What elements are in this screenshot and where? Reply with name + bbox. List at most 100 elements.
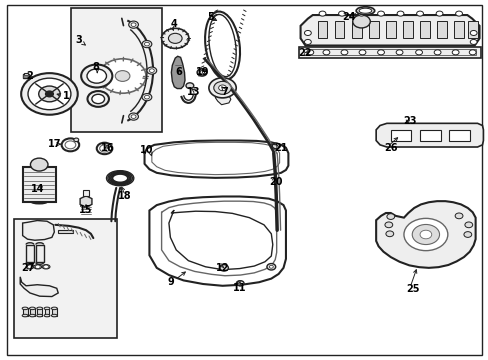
Text: 22: 22 bbox=[298, 48, 311, 58]
Circle shape bbox=[386, 214, 394, 220]
Bar bbox=[419, 22, 429, 38]
Circle shape bbox=[128, 21, 138, 28]
Text: 4: 4 bbox=[170, 19, 177, 29]
Circle shape bbox=[43, 265, 48, 269]
Polygon shape bbox=[171, 56, 184, 89]
Circle shape bbox=[131, 23, 136, 26]
Circle shape bbox=[128, 113, 138, 120]
Bar bbox=[436, 22, 446, 38]
Ellipse shape bbox=[51, 307, 57, 310]
Polygon shape bbox=[20, 277, 58, 297]
Text: 3: 3 bbox=[75, 35, 82, 45]
Circle shape bbox=[416, 11, 423, 16]
Text: 21: 21 bbox=[274, 143, 287, 153]
Circle shape bbox=[306, 50, 313, 55]
Bar bbox=[82, 190, 89, 196]
Bar bbox=[448, 130, 469, 140]
Polygon shape bbox=[22, 221, 54, 240]
Bar bbox=[36, 244, 43, 262]
Polygon shape bbox=[375, 123, 483, 147]
Bar bbox=[44, 309, 49, 316]
Circle shape bbox=[455, 11, 462, 16]
Circle shape bbox=[39, 86, 60, 102]
Circle shape bbox=[415, 50, 422, 55]
Bar bbox=[351, 22, 361, 38]
Circle shape bbox=[142, 94, 151, 101]
Circle shape bbox=[395, 50, 402, 55]
Ellipse shape bbox=[22, 307, 28, 310]
Circle shape bbox=[236, 281, 243, 286]
Circle shape bbox=[454, 213, 462, 219]
Bar bbox=[14, 220, 117, 338]
Circle shape bbox=[147, 67, 157, 74]
Bar bbox=[317, 22, 327, 38]
Bar bbox=[334, 22, 344, 38]
Circle shape bbox=[87, 69, 106, 83]
Circle shape bbox=[142, 41, 151, 48]
Bar bbox=[22, 309, 27, 316]
Circle shape bbox=[266, 264, 275, 270]
Circle shape bbox=[323, 50, 329, 55]
Ellipse shape bbox=[44, 314, 50, 317]
Text: 24: 24 bbox=[342, 12, 355, 22]
Bar bbox=[304, 49, 475, 55]
Text: 2: 2 bbox=[26, 71, 33, 81]
Circle shape bbox=[213, 81, 231, 94]
Circle shape bbox=[92, 94, 104, 104]
Circle shape bbox=[272, 143, 280, 149]
Ellipse shape bbox=[42, 265, 50, 269]
Circle shape bbox=[269, 265, 273, 268]
Bar bbox=[26, 244, 34, 262]
Circle shape bbox=[464, 222, 472, 228]
Text: 9: 9 bbox=[168, 277, 174, 287]
Circle shape bbox=[45, 91, 53, 97]
Text: 16: 16 bbox=[101, 143, 115, 153]
Bar bbox=[453, 22, 463, 38]
Ellipse shape bbox=[37, 307, 42, 310]
Circle shape bbox=[21, 73, 78, 115]
Bar bbox=[419, 130, 440, 140]
Bar bbox=[390, 130, 410, 140]
Circle shape bbox=[149, 69, 154, 72]
Circle shape bbox=[319, 11, 325, 16]
Circle shape bbox=[87, 91, 109, 107]
Circle shape bbox=[27, 265, 32, 269]
Circle shape bbox=[340, 50, 347, 55]
Circle shape bbox=[357, 11, 364, 16]
Circle shape bbox=[35, 265, 40, 269]
Ellipse shape bbox=[22, 314, 28, 317]
Circle shape bbox=[185, 83, 193, 89]
Bar bbox=[402, 22, 412, 38]
Bar bbox=[299, 46, 480, 58]
Ellipse shape bbox=[29, 314, 35, 317]
Text: 25: 25 bbox=[405, 284, 419, 294]
Bar bbox=[37, 309, 42, 316]
Circle shape bbox=[144, 42, 149, 46]
Circle shape bbox=[469, 40, 476, 44]
Text: 14: 14 bbox=[30, 184, 44, 194]
Text: 27: 27 bbox=[20, 263, 34, 273]
Bar bbox=[368, 22, 378, 38]
Circle shape bbox=[304, 31, 311, 36]
Circle shape bbox=[411, 225, 439, 244]
Circle shape bbox=[161, 28, 188, 48]
Circle shape bbox=[81, 64, 112, 87]
Circle shape bbox=[463, 231, 471, 237]
Ellipse shape bbox=[26, 265, 34, 269]
Text: 17: 17 bbox=[47, 139, 61, 149]
Circle shape bbox=[168, 33, 182, 43]
Circle shape bbox=[377, 50, 384, 55]
Circle shape bbox=[338, 11, 345, 16]
Ellipse shape bbox=[37, 314, 42, 317]
Ellipse shape bbox=[355, 7, 374, 15]
Circle shape bbox=[385, 231, 393, 237]
Bar bbox=[22, 74, 29, 78]
Circle shape bbox=[144, 95, 149, 99]
Ellipse shape bbox=[358, 8, 371, 13]
Bar bbox=[23, 73, 28, 75]
Circle shape bbox=[419, 230, 431, 239]
Circle shape bbox=[358, 50, 365, 55]
Circle shape bbox=[208, 78, 236, 98]
Circle shape bbox=[352, 15, 369, 28]
Circle shape bbox=[30, 158, 48, 171]
